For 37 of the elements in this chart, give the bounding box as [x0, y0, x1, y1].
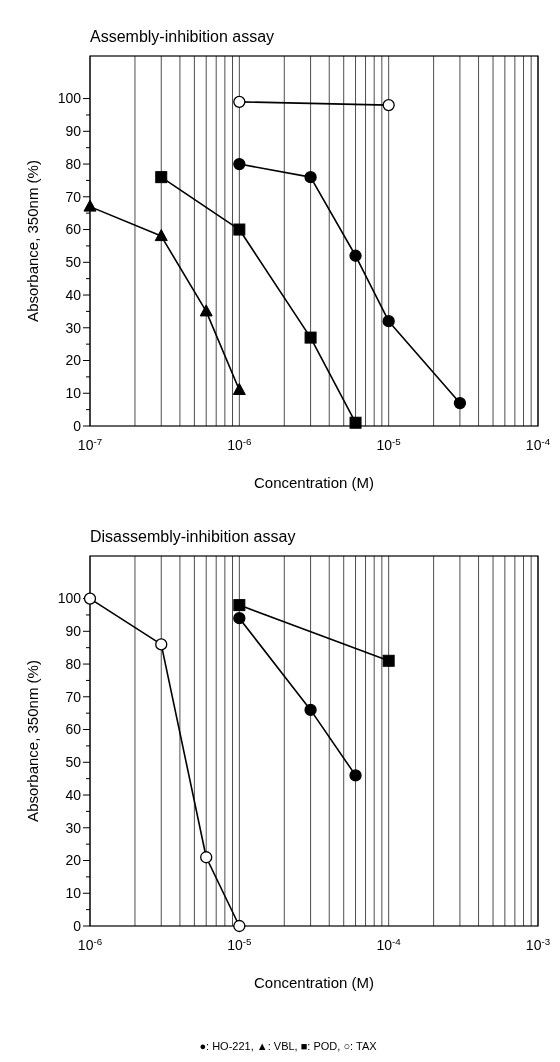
x-tick-label: 10$^{-4}$ [525, 435, 551, 453]
y-tick-label: 90 [65, 123, 82, 140]
text: ●: HO-221, ▲: VBL, ■: POD, ○: TAX [199, 1040, 378, 1052]
y-tick-label: 10 [65, 385, 82, 402]
x-tick-label: 10$^{-6}$ [77, 935, 103, 953]
y-tick-label: 30 [65, 819, 82, 836]
y-tick-label: 0 [73, 917, 82, 934]
y-tick-label: 20 [65, 852, 82, 869]
y-tick-label: 40 [65, 786, 82, 803]
y-tick-label: 70 [65, 188, 82, 205]
x-tick-label: 10$^{-4}$ [376, 935, 402, 953]
chart-title: Disassembly-inhibition assay [90, 528, 296, 545]
y-tick-label: 50 [65, 254, 82, 271]
y-tick-label: 100 [57, 90, 82, 107]
x-tick-label: 10$^{-5}$ [227, 935, 253, 953]
chart-title: Assembly-inhibition assay [90, 28, 275, 45]
y-tick-label: 80 [65, 655, 82, 672]
y-tick-label: 100 [57, 590, 82, 607]
y-axis-title: Absorbance, 350nm (%) [24, 160, 41, 322]
y-tick-label: 0 [73, 417, 82, 434]
y-tick-label: 50 [65, 754, 82, 771]
y-tick-label: 60 [65, 221, 82, 238]
y-tick-label: 10 [65, 885, 82, 902]
y-axis-title: Absorbance, 350nm (%) [24, 660, 41, 822]
y-tick-label: 90 [65, 623, 82, 640]
y-tick-label: 80 [65, 155, 82, 172]
x-tick-label: 10$^{-6}$ [227, 435, 253, 453]
x-tick-label: 10$^{-5}$ [376, 435, 402, 453]
y-tick-label: 30 [65, 319, 82, 336]
y-tick-label: 60 [65, 721, 82, 738]
y-tick-label: 70 [65, 688, 82, 705]
x-axis-title: Concentration (M) [253, 474, 375, 491]
x-axis-title: Concentration (M) [253, 974, 375, 991]
x-tick-label: 10$^{-3}$ [525, 935, 551, 953]
y-tick-label: 20 [65, 352, 82, 369]
y-tick-label: 40 [65, 286, 82, 303]
x-tick-label: 10$^{-7}$ [77, 435, 103, 453]
